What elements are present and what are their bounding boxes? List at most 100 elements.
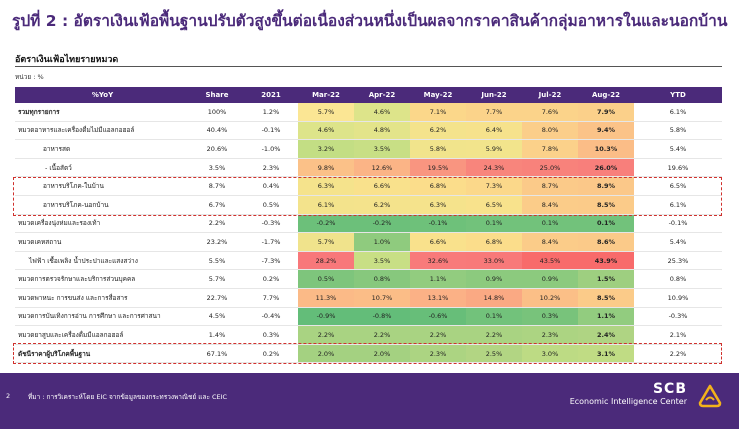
highlight-box-core-cpi <box>13 343 722 364</box>
share-cell: 20.6% <box>190 139 244 159</box>
month-cell: 4.6% <box>298 121 354 141</box>
month-cell: -0.2% <box>354 214 410 234</box>
ytd-cell: 5.8% <box>634 121 722 141</box>
share-cell: 8.7% <box>190 176 244 196</box>
unit-label: หน่วย : % <box>15 73 44 81</box>
month-cell: 9.4% <box>578 121 634 141</box>
row-label: หมวดการบันเทิงการอ่าน การศึกษา และการศาส… <box>15 307 190 327</box>
year-2021-cell: -0.3% <box>244 214 298 234</box>
month-cell: 6.5% <box>466 195 522 215</box>
year-2021-cell: 1.2% <box>244 103 298 122</box>
table-header-row: %YoY Share 2021 Mar-22 Apr-22 May-22 Jun-22 Jul… <box>15 87 722 103</box>
header-cell: YTD <box>634 87 722 103</box>
month-cell: 0.3% <box>522 307 578 327</box>
row-label: หมวดพาหนะ การขนส่ง และการสื่อสาร <box>15 288 190 308</box>
month-cell: 8.5% <box>578 195 634 215</box>
brand-name: SCB <box>652 381 687 397</box>
year-2021-cell: 0.3% <box>244 325 298 345</box>
year-2021-cell: 0.2% <box>244 344 298 364</box>
row-label: หมวดเคหสถาน <box>15 232 190 252</box>
month-cell: 10.7% <box>354 288 410 308</box>
table-subtitle: อัตราเงินเฟ้อไทยรายหมวด <box>15 55 119 65</box>
month-cell: 0.5% <box>298 269 354 289</box>
ytd-cell: 5.4% <box>634 139 722 159</box>
row-label: อาหารสด <box>15 139 190 159</box>
row-label: - เนื้อสัตว์ <box>15 158 190 178</box>
month-cell: 0.9% <box>522 269 578 289</box>
row-label: หมวดอาหารและเครื่องดื่มไม่มีแอลกอฮอล์ <box>15 121 190 141</box>
highlight-box-food <box>13 177 722 216</box>
month-cell: 7.9% <box>578 103 634 122</box>
month-cell: 8.0% <box>522 121 578 141</box>
ytd-cell: 10.9% <box>634 288 722 308</box>
row-label: หมวดการตรวจรักษาและบริการส่วนบุคคล <box>15 269 190 289</box>
ytd-cell: 2.1% <box>634 325 722 345</box>
month-cell: 8.5% <box>578 288 634 308</box>
month-cell: 6.3% <box>298 176 354 196</box>
ytd-cell: 6.5% <box>634 176 722 196</box>
table-row: หมวดการบันเทิงการอ่าน การศึกษา และการศาส… <box>15 307 722 327</box>
month-cell: 3.5% <box>354 139 410 159</box>
year-2021-cell: -0.1% <box>244 121 298 141</box>
share-cell: 5.7% <box>190 269 244 289</box>
month-cell: 24.3% <box>466 158 522 178</box>
share-cell: 1.4% <box>190 325 244 345</box>
table-row: หมวดเครื่องนุ่งห่มและรองเท้า 2.2% -0.3% -0.… <box>15 214 722 234</box>
month-cell: 1.1% <box>410 269 466 289</box>
row-label: อาหารบริโภค-นอกบ้าน <box>15 195 190 215</box>
month-cell: 9.8% <box>298 158 354 178</box>
month-cell: 7.1% <box>410 103 466 122</box>
scb-logo-icon <box>698 384 722 408</box>
row-label: ไฟฟ้า เชื้อเพลิง น้ำประปาและแสงสว่าง <box>15 251 190 271</box>
month-cell: 6.1% <box>298 195 354 215</box>
month-cell: 1.5% <box>578 269 634 289</box>
table-row: อาหารบริโภค-ในบ้าน 8.7% 0.4% 6.3% 6.6% 6.8% 7.… <box>15 176 722 196</box>
ytd-cell: -0.3% <box>634 307 722 327</box>
ytd-cell: 5.4% <box>634 232 722 252</box>
month-cell: 3.2% <box>298 139 354 159</box>
month-cell: 1.1% <box>578 307 634 327</box>
footer-bar: 2 ที่มา : การวิเคราะห์โดย EIC จากข้อมูลข… <box>0 373 739 429</box>
table-row: - เนื้อสัตว์ 3.5% 2.3% 9.8% 12.6% 19.5% 24.3% 2… <box>15 158 722 178</box>
month-cell: 0.1% <box>578 214 634 234</box>
row-label: อาหารบริโภค-ในบ้าน <box>15 176 190 196</box>
month-cell: 2.4% <box>578 325 634 345</box>
brand-block: SCB Economic Intelligence Center <box>570 381 687 407</box>
header-cell: 2021 <box>244 87 298 103</box>
month-cell: 8.7% <box>522 176 578 196</box>
page-number: 2 <box>6 392 11 400</box>
share-cell: 6.7% <box>190 195 244 215</box>
month-cell: 14.8% <box>466 288 522 308</box>
month-cell: 3.1% <box>578 344 634 364</box>
month-cell: 10.3% <box>578 139 634 159</box>
month-cell: 0.1% <box>466 214 522 234</box>
month-cell: 11.3% <box>298 288 354 308</box>
ytd-cell: 6.1% <box>634 195 722 215</box>
share-cell: 2.2% <box>190 214 244 234</box>
table-row: อาหารสด 20.6% -1.0% 3.2% 3.5% 5.8% 5.9% 7.8% 10.… <box>15 139 722 159</box>
table-body: รวมทุกรายการ 100% 1.2% 5.7% 4.6% 7.1% 7.7% 7.6%… <box>15 103 722 364</box>
month-cell: 3.0% <box>522 344 578 364</box>
month-cell: -0.8% <box>354 307 410 327</box>
brand-subtitle: Economic Intelligence Center <box>569 397 687 406</box>
month-cell: 6.4% <box>466 121 522 141</box>
month-cell: 2.2% <box>298 325 354 345</box>
share-cell: 5.5% <box>190 251 244 271</box>
table-row: ไฟฟ้า เชื้อเพลิง น้ำประปาและแสงสว่าง 5.5%… <box>15 251 722 271</box>
header-cell: May-22 <box>410 87 466 103</box>
month-cell: 6.3% <box>410 195 466 215</box>
month-cell: 8.4% <box>522 195 578 215</box>
month-cell: 43.5% <box>522 251 578 271</box>
month-cell: 5.9% <box>466 139 522 159</box>
month-cell: 3.5% <box>354 251 410 271</box>
table-row: หมวดการตรวจรักษาและบริการส่วนบุคคล 5.7% 0.… <box>15 269 722 289</box>
header-cell: Aug-22 <box>578 87 634 103</box>
month-cell: 1.0% <box>354 232 410 252</box>
table-row: ดัชนีราคาผู้บริโภคพื้นฐาน 67.1% 0.2% 2.0% 2.… <box>15 344 722 364</box>
share-cell: 3.5% <box>190 158 244 178</box>
year-2021-cell: -0.4% <box>244 307 298 327</box>
ytd-cell: -0.1% <box>634 214 722 234</box>
table-row: หมวดเคหสถาน 23.2% -1.7% 5.7% 1.0% 6.6% 6.8% 8.4… <box>15 232 722 252</box>
header-cell: %YoY <box>15 87 190 103</box>
month-cell: 19.5% <box>410 158 466 178</box>
